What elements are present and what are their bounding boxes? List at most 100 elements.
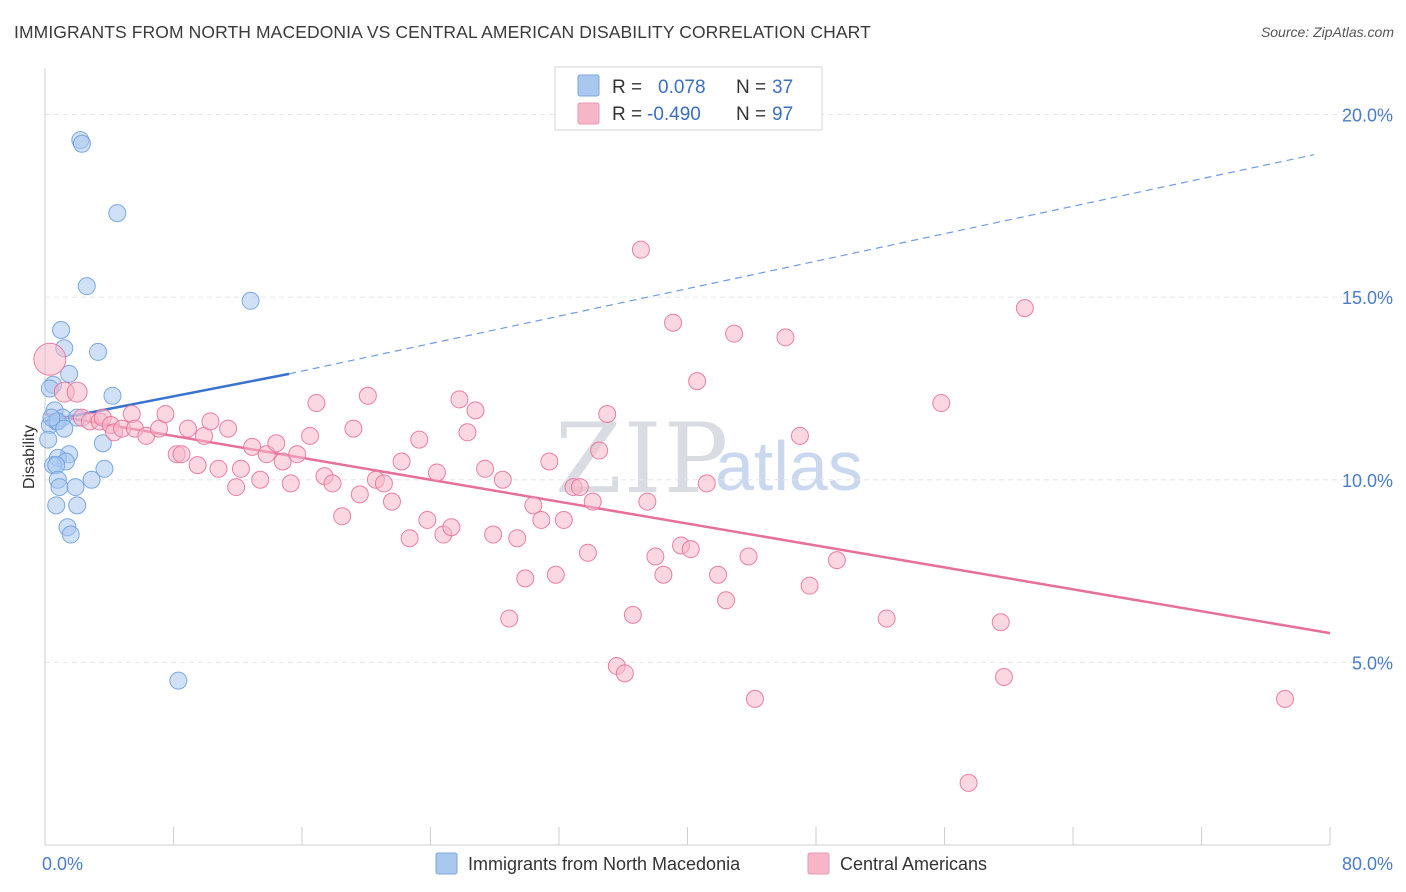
point-series1-71 <box>615 664 634 683</box>
watermark-atlas: atlas <box>715 427 863 505</box>
point-series0-11 <box>103 386 122 405</box>
legend: R = 0.078 N = 37 R = -0.490 N = 97 <box>554 66 823 131</box>
point-series1-23 <box>227 478 246 497</box>
y-tick-label-2: 15.0% <box>1342 288 1393 308</box>
point-series1-41 <box>374 474 393 493</box>
legend-r-label-2: R = <box>612 104 642 125</box>
point-series1-31 <box>288 445 307 464</box>
point-series1-92 <box>932 394 951 413</box>
y-axis-label: Disability <box>21 425 38 489</box>
legend-swatch-blue <box>577 74 600 97</box>
point-series1-67 <box>583 492 602 511</box>
point-series0-8 <box>60 364 79 383</box>
point-series1-75 <box>646 547 665 566</box>
series-label-central-americans: Central Americans <box>840 854 987 874</box>
point-series0-20 <box>93 434 112 453</box>
point-series0-35 <box>169 671 188 690</box>
legend-n-value-2: 97 <box>772 104 793 125</box>
y-tick-label-1: 10.0% <box>1342 471 1393 491</box>
point-series1-59 <box>524 496 543 515</box>
point-series1-88 <box>790 426 809 445</box>
point-series1-51 <box>458 423 477 442</box>
point-series1-28 <box>267 434 286 453</box>
point-series1-80 <box>688 372 707 391</box>
point-series1-54 <box>484 525 503 544</box>
point-series1-62 <box>546 565 565 584</box>
point-series1-77 <box>664 313 683 332</box>
point-series1-55 <box>493 470 512 489</box>
point-series1-85 <box>739 547 758 566</box>
point-series1-69 <box>598 405 617 424</box>
point-series1-2 <box>66 381 88 403</box>
axes <box>44 68 1331 846</box>
point-series0-36 <box>42 408 61 427</box>
legend-n-label-1: N = <box>736 77 766 98</box>
data-points <box>33 131 1295 792</box>
point-series0-2 <box>108 204 127 223</box>
series-label-macedonia: Immigrants from North Macedonia <box>468 854 741 874</box>
point-series1-97 <box>1276 689 1295 708</box>
y-tick-label-0: 5.0% <box>1352 653 1393 673</box>
point-series1-63 <box>554 510 573 529</box>
point-series1-37 <box>344 419 363 438</box>
point-series0-4 <box>241 291 260 310</box>
point-series0-18 <box>55 419 74 438</box>
point-series0-26 <box>95 459 114 478</box>
point-series1-95 <box>994 667 1013 686</box>
point-series0-32 <box>68 496 87 515</box>
point-series1-53 <box>476 459 495 478</box>
point-series0-3 <box>77 277 96 296</box>
point-series1-49 <box>442 518 461 537</box>
point-series0-34 <box>61 525 80 544</box>
point-series1-46 <box>418 510 437 529</box>
point-series0-28 <box>82 470 101 489</box>
point-series1-74 <box>638 492 657 511</box>
point-series1-68 <box>590 441 609 460</box>
point-series0-7 <box>89 342 108 361</box>
point-series1-73 <box>631 240 650 259</box>
point-series1-57 <box>508 529 527 548</box>
point-series1-84 <box>725 324 744 343</box>
point-series1-61 <box>540 452 559 471</box>
point-series0-1 <box>72 134 91 153</box>
point-series1-94 <box>991 613 1010 632</box>
point-series1-91 <box>877 609 896 628</box>
point-series1-93 <box>959 773 978 792</box>
point-series1-81 <box>697 474 716 493</box>
point-series1-56 <box>500 609 519 628</box>
legend-r-value-2: -0.490 <box>647 104 701 125</box>
point-series0-31 <box>47 496 66 515</box>
point-series1-45 <box>410 430 429 449</box>
point-series1-52 <box>466 401 485 420</box>
legend-n-value-1: 37 <box>772 77 793 98</box>
point-series1-96 <box>1015 299 1034 318</box>
point-series1-30 <box>281 474 300 493</box>
point-series1-21 <box>209 459 228 478</box>
point-series1-86 <box>745 689 764 708</box>
series-swatch-central-americans <box>807 852 830 875</box>
point-series0-5 <box>52 321 71 340</box>
point-series1-89 <box>800 576 819 595</box>
point-series1-42 <box>382 492 401 511</box>
point-series0-19 <box>39 430 58 449</box>
point-series1-47 <box>427 463 446 482</box>
trend-macedonia-dashed <box>289 154 1315 375</box>
tick-labels: 5.0% 10.0% 15.0% 20.0% 0.0% 80.0% <box>42 106 1393 874</box>
point-series1-20 <box>201 412 220 431</box>
point-series1-26 <box>251 470 270 489</box>
point-series1-32 <box>301 426 320 445</box>
point-series0-30 <box>66 478 85 497</box>
series-legend: Immigrants from North Macedonia Central … <box>435 852 987 875</box>
trend-lines <box>44 154 1331 635</box>
point-series1-90 <box>827 551 846 570</box>
point-series1-58 <box>516 569 535 588</box>
point-series1-24 <box>231 459 250 478</box>
point-series1-72 <box>623 605 642 624</box>
point-series1-29 <box>273 452 292 471</box>
legend-r-label-1: R = <box>612 77 642 98</box>
point-series1-79 <box>681 540 700 559</box>
legend-r-value-1: 0.078 <box>658 77 706 98</box>
point-series1-38 <box>350 485 369 504</box>
point-series0-29 <box>50 478 69 497</box>
point-series1-44 <box>400 529 419 548</box>
